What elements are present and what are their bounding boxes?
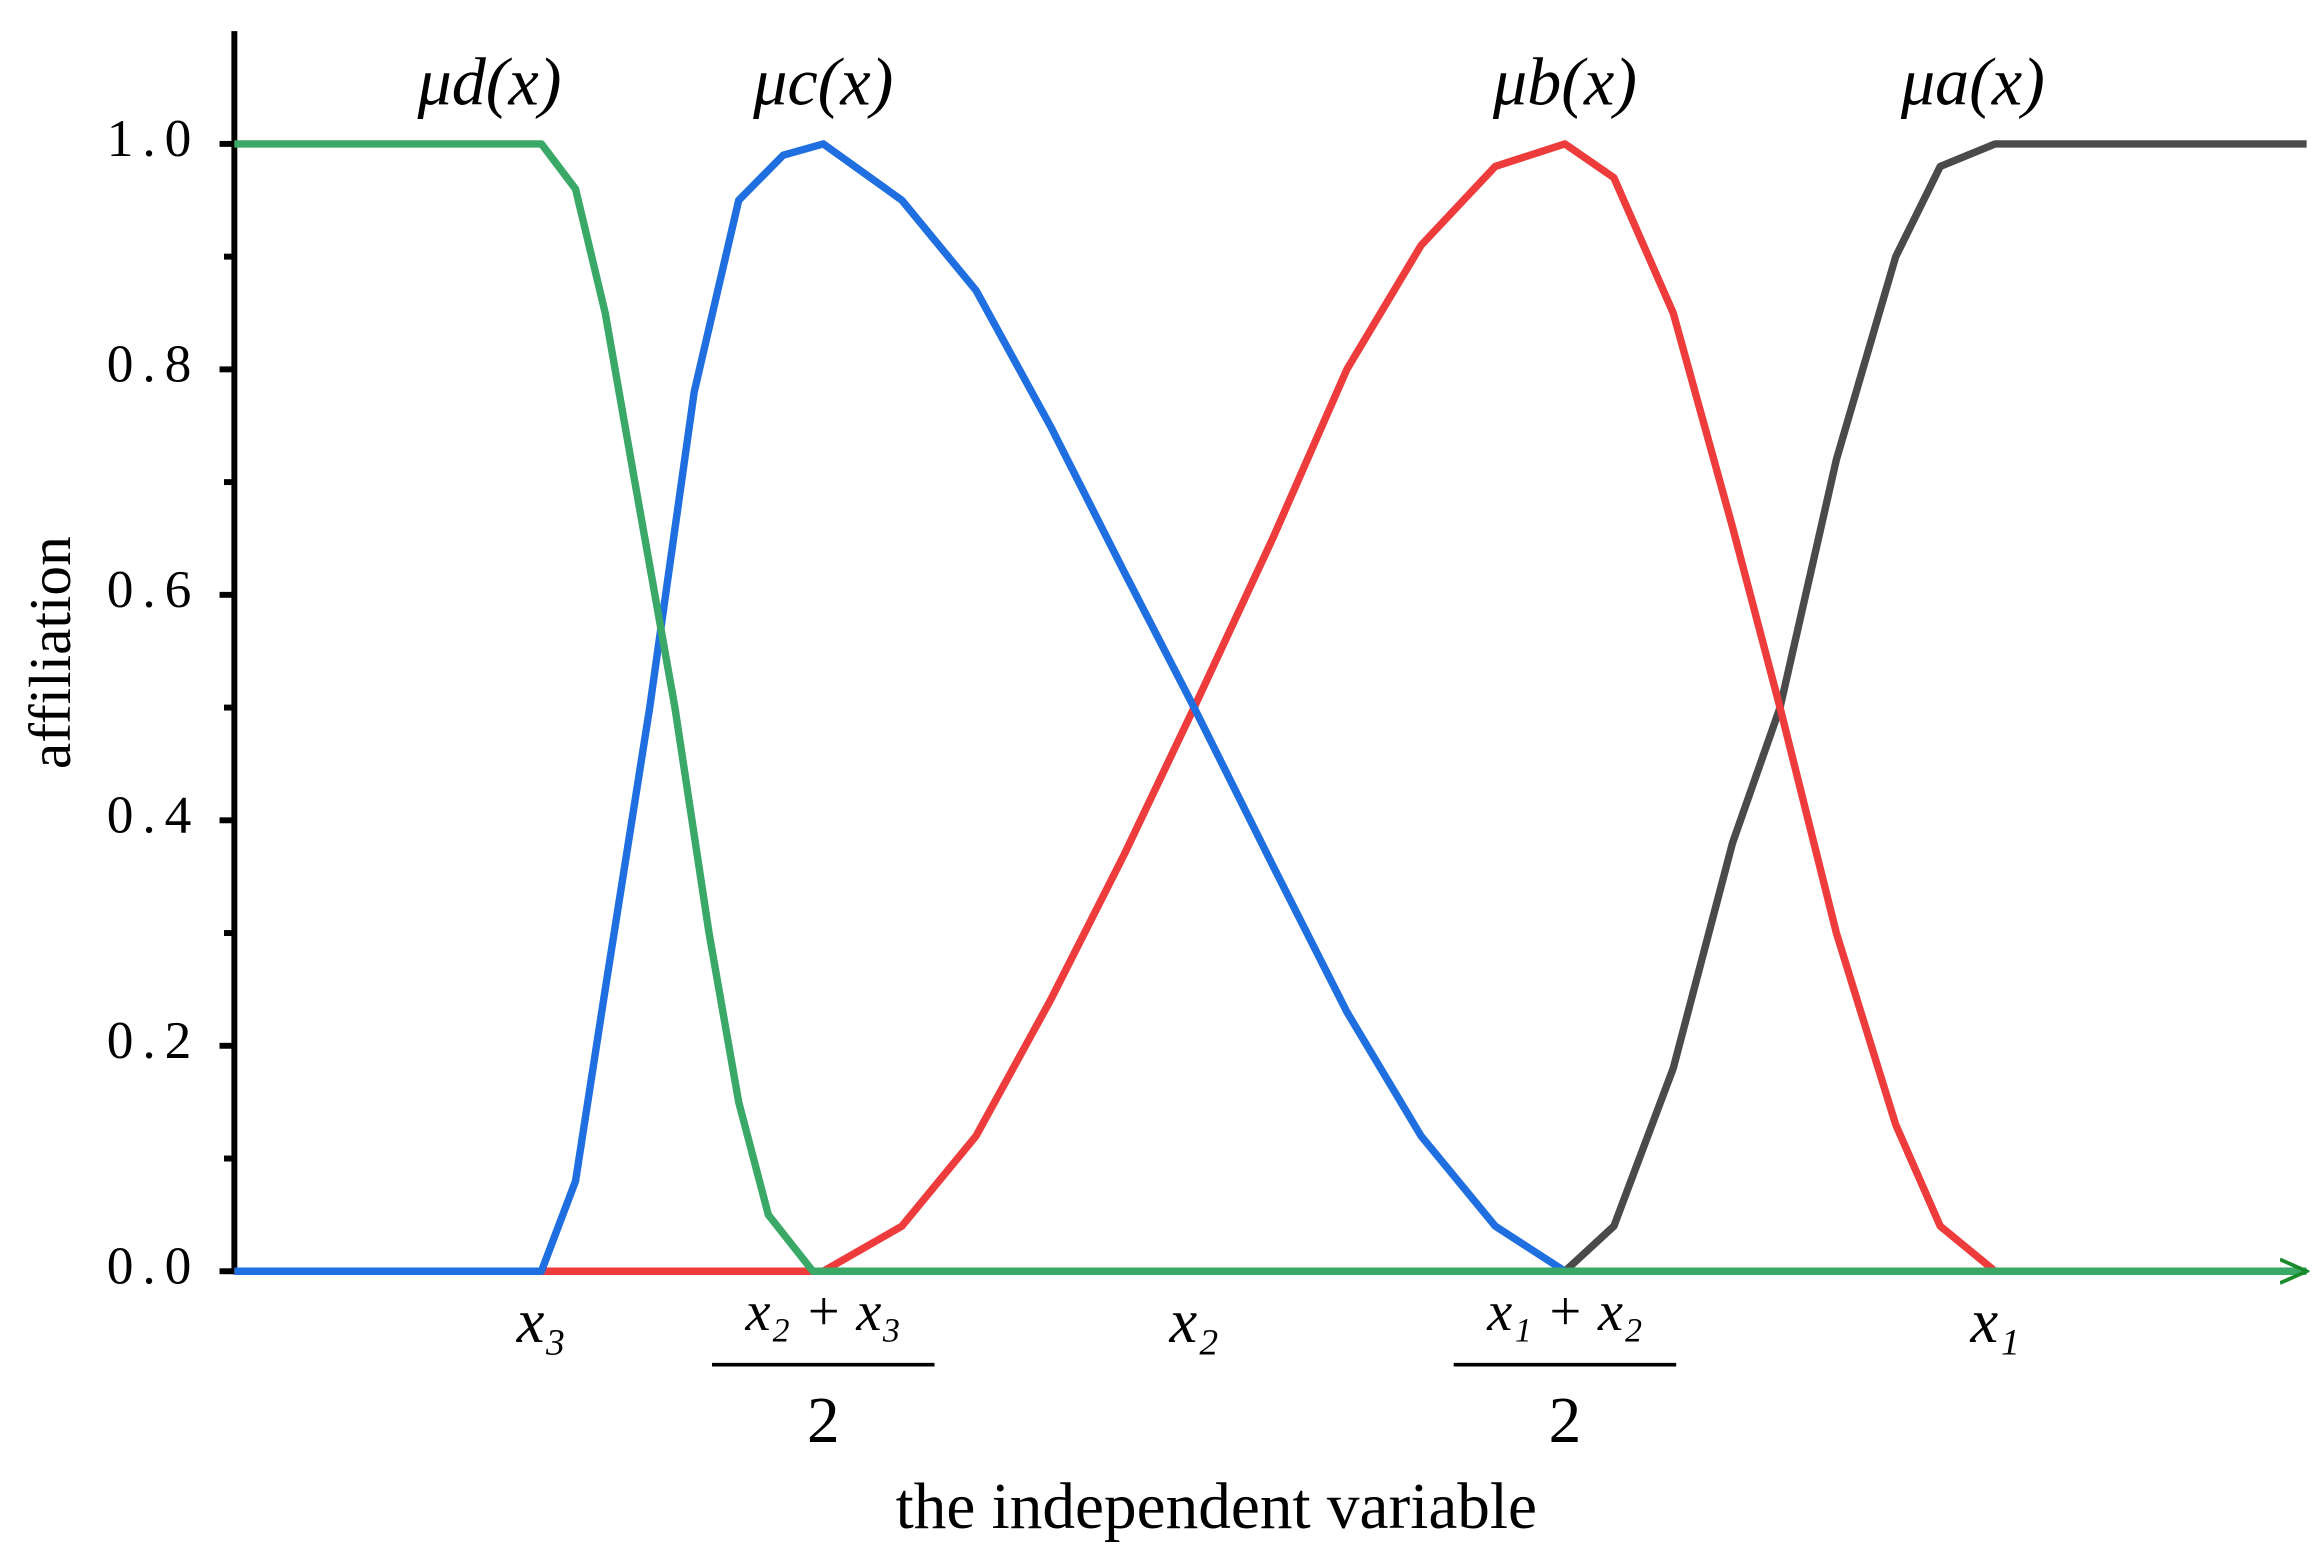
series-line — [234, 140, 1998, 1275]
x-tick-denominator: 2 — [1549, 1385, 1582, 1457]
y-tick-label: 0.4 — [107, 785, 200, 845]
x-tick-label: x₁ — [1969, 1287, 2019, 1356]
series-label: μc(x) — [752, 44, 893, 120]
x-tick-denominator: 2 — [807, 1385, 840, 1457]
y-tick-label: 0.0 — [107, 1235, 200, 1295]
x-tick-label: x₂ — [1168, 1287, 1218, 1356]
x-tick-label: x₁ + x₂ — [1486, 1281, 1642, 1343]
y-tick-label: 0.8 — [107, 334, 200, 394]
series-line — [234, 140, 2306, 1271]
y-tick-label: 1.0 — [107, 108, 200, 168]
series-label: μb(x) — [1492, 44, 1637, 120]
y-tick-label: 0.2 — [107, 1010, 200, 1070]
series-line — [234, 140, 2307, 1275]
x-tick-label: x₂ + x₃ — [745, 1281, 901, 1343]
y-axis-label: affiliation — [17, 536, 83, 769]
x-axis-label: the independent variable — [896, 1471, 1537, 1543]
y-tick-label: 0.6 — [107, 559, 200, 619]
series-label: μa(x) — [1900, 44, 2045, 120]
series-line — [234, 140, 1567, 1275]
series-label: μd(x) — [416, 44, 561, 120]
x-tick-label: x₃ — [516, 1287, 566, 1356]
